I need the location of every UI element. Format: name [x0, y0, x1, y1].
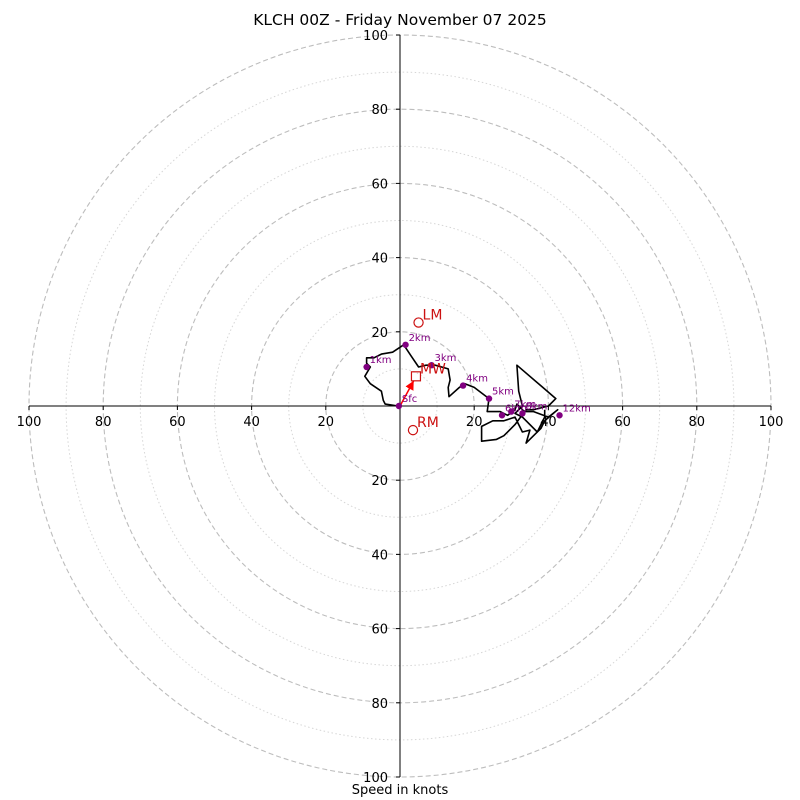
height-point-5km	[485, 395, 493, 402]
height-label-5km: 5km	[492, 387, 514, 398]
x-tick-label: 20	[318, 415, 335, 430]
x-tick-label: 100	[759, 415, 784, 430]
height-point-Sfc	[395, 402, 403, 410]
y-tick-label: 60	[371, 623, 388, 638]
height-label-8km: 8km	[525, 401, 547, 412]
storm-motion-label-RM: RM	[417, 415, 439, 431]
height-point-8km	[519, 410, 526, 417]
storm-motion-label-LM: LM	[423, 308, 443, 324]
height-label-Sfc: Sfc	[402, 394, 417, 405]
height-point-3km	[428, 361, 435, 369]
y-tick-label: 60	[371, 177, 388, 192]
height-point-12km	[556, 412, 563, 419]
height-label-12km: 12km	[563, 403, 591, 414]
hodograph-trace	[363, 343, 559, 444]
height-label-7km: 7km	[514, 400, 536, 411]
storm-motion-marker-RM	[407, 424, 419, 436]
height-label-1km: 1km	[370, 355, 392, 366]
y-tick-label: 40	[371, 252, 388, 267]
x-tick-label: 80	[95, 415, 112, 430]
height-point-1km	[363, 363, 370, 371]
shear-arrow	[399, 380, 415, 407]
height-label-6km: 6km	[505, 403, 527, 414]
height-label-3km: 3km	[435, 353, 457, 364]
height-label-2km: 2km	[409, 333, 431, 344]
x-tick-label: 80	[689, 415, 706, 430]
chart-title: KLCH 00Z - Friday November 07 2025	[253, 11, 547, 29]
x-tick-label: 60	[169, 415, 186, 430]
y-tick-label: 20	[371, 326, 388, 341]
height-point-6km	[498, 412, 506, 419]
y-tick-label: 80	[371, 103, 388, 118]
x-tick-label: 100	[17, 415, 42, 430]
x-tick-label: 20	[466, 415, 483, 430]
storm-motion-marker-MW	[410, 371, 422, 382]
x-tick-label: 40	[243, 415, 260, 430]
height-label-4km: 4km	[466, 374, 488, 385]
storm-motion-marker-LM	[413, 317, 424, 328]
y-tick-label: 100	[363, 771, 388, 786]
y-tick-label: 100	[363, 29, 388, 44]
x-tick-label: 60	[614, 415, 631, 430]
height-point-4km	[459, 382, 467, 389]
y-tick-label: 80	[371, 697, 388, 712]
storm-motion-label-MW: MW	[420, 361, 446, 377]
height-point-2km	[402, 341, 409, 348]
x-axis-label: Speed in knots	[351, 783, 449, 798]
y-tick-label: 20	[371, 474, 388, 489]
y-tick-label: 40	[371, 548, 388, 563]
height-point-7km	[508, 408, 515, 415]
